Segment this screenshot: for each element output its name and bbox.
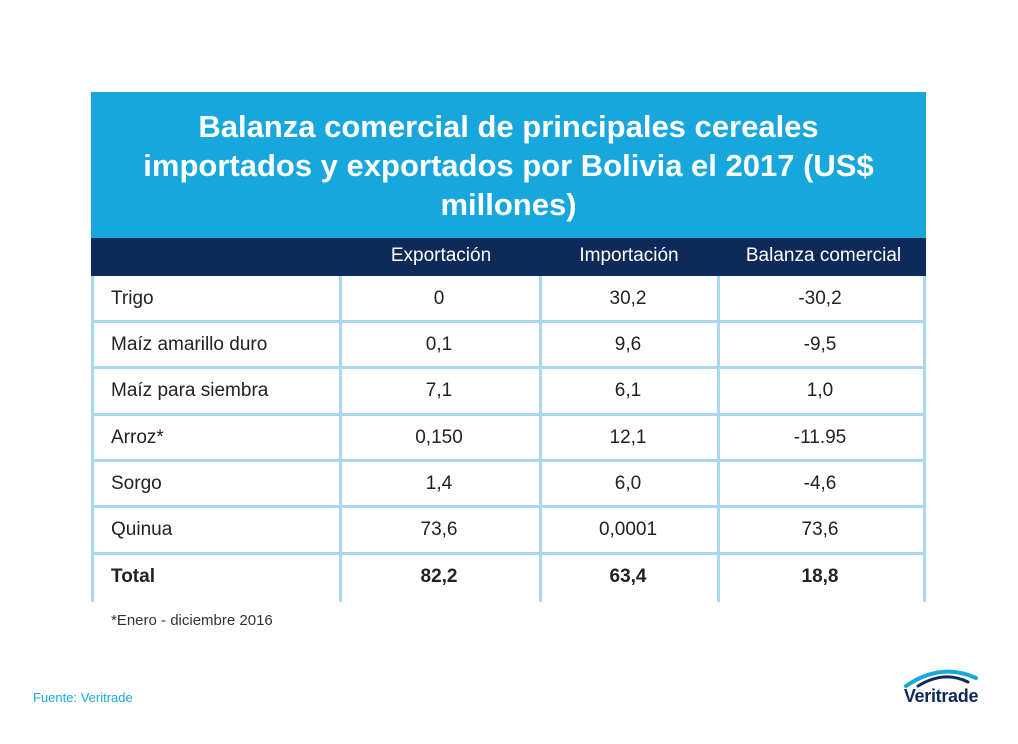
cell-product: Quinua [111,519,173,540]
table-row-total: Total 82,2 63,4 18,8 [91,554,926,600]
grid-line-horizontal [91,505,926,508]
header-exportacion: Exportación [390,245,492,266]
table-row: Maíz amarillo duro 0,1 9,6 -9,5 [91,322,926,368]
grid-line-horizontal [91,459,926,462]
table-body: Trigo 0 30,2 -30,2 Maíz amarillo duro 0,1 9,6 -… [91,276,926,602]
cell-importacion: 9,6 [614,334,642,355]
cell-importacion: 63,4 [609,566,647,587]
cell-balanza: -11.95 [793,427,847,448]
table-row: Sorgo 1,4 6,0 -4,6 [91,461,926,507]
table-row: Trigo 0 30,2 -30,2 [91,276,926,322]
cell-product: Sorgo [111,473,162,494]
cell-balanza: 1,0 [806,380,834,401]
cell-exportacion: 0,150 [415,427,463,448]
grid-line-horizontal [91,552,926,555]
cell-product: Total [111,566,155,587]
table-row: Arroz* 0,150 12,1 -11.95 [91,415,926,461]
table-row: Maíz para siembra 7,1 6,1 1,0 [91,368,926,414]
cell-exportacion: 73,6 [420,519,458,540]
grid-line-vertical [539,276,542,602]
logo-arc-icon [904,669,978,688]
cell-exportacion: 0 [433,288,445,309]
grid-line-horizontal [91,366,926,369]
cell-product: Trigo [111,288,154,309]
cell-importacion: 30,2 [609,288,647,309]
table-card: Balanza comercial de principales cereale… [91,92,926,602]
grid-line-vertical [91,276,94,602]
cell-balanza: 73,6 [801,519,839,540]
table-title: Balanza comercial de principales cereale… [143,108,874,222]
header-importacion: Importación [579,245,679,266]
cell-exportacion: 0,1 [425,334,453,355]
cell-balanza: 18,8 [801,566,839,587]
cell-exportacion: 1,4 [425,473,453,494]
cell-balanza: -30,2 [798,288,842,309]
grid-line-vertical [923,276,926,602]
grid-line-vertical [339,276,342,602]
cell-importacion: 12,1 [609,427,647,448]
footnote: *Enero - diciembre 2016 [111,612,273,629]
cell-importacion: 6,1 [614,380,642,401]
cell-exportacion: 82,2 [420,566,458,587]
header-balanza: Balanza comercial [745,245,902,266]
header-row: Exportación Importación Balanza comercia… [91,238,926,276]
cell-product: Maíz amarillo duro [111,334,268,355]
veritrade-logo: Veritrade [896,666,986,716]
cell-importacion: 0,0001 [598,519,658,540]
cell-product: Arroz* [111,427,164,448]
logo-text: Veritrade [903,686,979,706]
cell-product: Maíz para siembra [111,380,269,401]
grid-line-horizontal [91,413,926,416]
table-row: Quinua 73,6 0,0001 73,6 [91,507,926,553]
grid-line-horizontal [91,320,926,323]
title-band: Balanza comercial de principales cereale… [91,92,926,238]
grid-line-vertical [717,276,720,602]
cell-balanza: -9,5 [803,334,837,355]
source-label: Fuente: Veritrade [33,690,133,705]
cell-exportacion: 7,1 [425,380,453,401]
cell-importacion: 6,0 [614,473,642,494]
cell-balanza: -4,6 [803,473,837,494]
